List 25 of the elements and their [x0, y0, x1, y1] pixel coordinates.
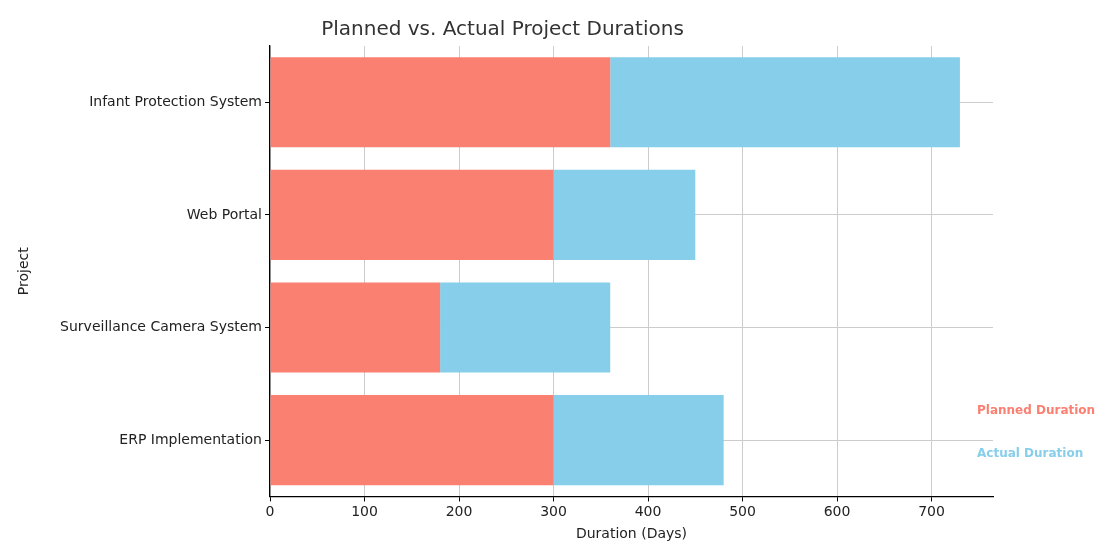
x-tick-label: 100 — [351, 503, 378, 520]
chart-title: Planned vs. Actual Project Durations — [321, 16, 684, 41]
text: Planned Duration — [977, 403, 1096, 418]
x-tick-label: 500 — [729, 503, 756, 520]
x-tick-label: 400 — [634, 503, 662, 520]
x-tick-label: 200 — [445, 503, 473, 520]
bar — [610, 57, 960, 148]
bar — [270, 395, 554, 486]
bar — [270, 57, 611, 148]
x-axis-title: Duration (Days) — [575, 525, 688, 542]
y-tick-label: Surveillance Camera System — [60, 318, 262, 335]
bar — [553, 169, 696, 260]
x-tick-label: 300 — [540, 503, 567, 520]
y-tick-label: Web Portal — [186, 205, 262, 222]
x-tick-label: 700 — [918, 503, 945, 520]
y-tick-label: ERP Implementation — [119, 430, 262, 447]
bar — [553, 395, 724, 486]
bar — [270, 169, 554, 260]
bar — [270, 282, 441, 373]
x-tick-label: 600 — [823, 503, 851, 520]
y-tick-label: Infant Protection System — [89, 92, 262, 109]
text: Actual Duration — [977, 446, 1084, 461]
bar — [440, 282, 611, 373]
y-axis-title: Project — [15, 246, 32, 296]
x-tick-label: 0 — [265, 503, 275, 520]
